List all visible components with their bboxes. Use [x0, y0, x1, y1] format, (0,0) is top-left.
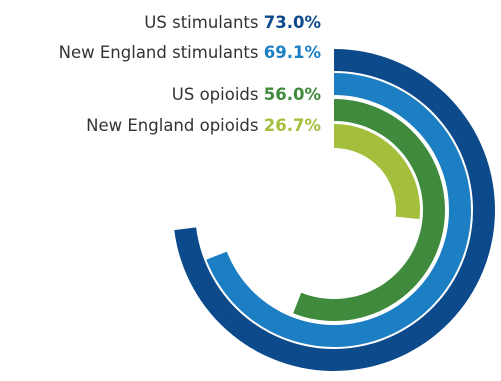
- ring-bar-2: [293, 99, 445, 321]
- ring-bar-3: [334, 123, 421, 220]
- ring-value-label-0: 73.0%: [264, 13, 322, 32]
- ring-value-label-3: 26.7%: [264, 116, 322, 135]
- ring-value-label-2: 56.0%: [264, 85, 322, 104]
- ring-label-0: US stimulants 73.0%: [144, 13, 321, 32]
- ring-series-name-3: New England opioids: [86, 116, 264, 135]
- ring-label-3: New England opioids 26.7%: [86, 116, 321, 135]
- ring-value-label-1: 69.1%: [264, 43, 322, 62]
- ring-label-1: New England stimulants 69.1%: [59, 43, 322, 62]
- ring-label-2: US opioids 56.0%: [172, 85, 322, 104]
- ring-series-name-0: US stimulants: [144, 13, 263, 32]
- ring-series-name-2: US opioids: [172, 85, 264, 104]
- ring-series-name-1: New England stimulants: [59, 43, 264, 62]
